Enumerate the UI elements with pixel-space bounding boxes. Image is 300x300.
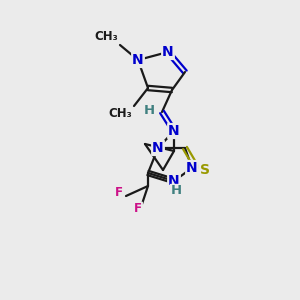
Text: N: N: [168, 174, 180, 188]
Text: F: F: [134, 202, 142, 215]
Text: CH₃: CH₃: [94, 30, 118, 43]
Text: N: N: [168, 124, 180, 138]
Text: N: N: [162, 45, 174, 59]
Text: N: N: [132, 53, 144, 67]
Text: N: N: [186, 161, 198, 175]
Text: CH₃: CH₃: [108, 107, 132, 120]
Text: H: H: [170, 184, 182, 197]
Text: H: H: [143, 103, 155, 116]
Text: F: F: [115, 187, 123, 200]
Text: S: S: [200, 163, 210, 177]
Text: N: N: [152, 141, 164, 155]
